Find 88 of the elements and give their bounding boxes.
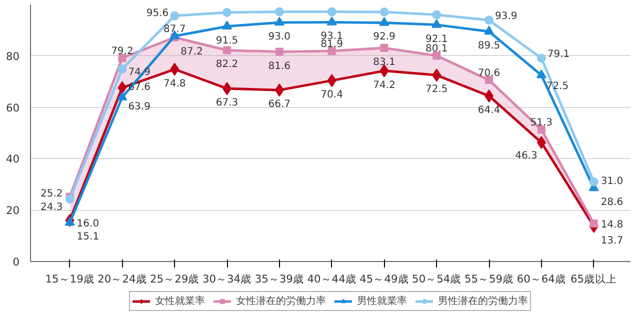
point [65,194,74,204]
data-label: 83.1 [373,56,396,68]
y-tick-label: 80 [6,50,20,63]
point [589,177,598,186]
point [223,46,232,54]
point [379,17,390,26]
data-label: 91.5 [216,35,238,46]
x-tick-label: 65歳以上 [570,272,618,286]
x-tick-label: 20～24歳 [98,272,147,286]
point [222,20,232,30]
data-label: 46.3 [515,150,538,162]
y-tick-label: 0 [12,256,20,268]
legend-label: 男性就業率 [357,294,407,308]
point [170,11,180,20]
x-tick-label: 55～59歳 [464,272,514,286]
point [484,16,494,25]
point [432,19,442,28]
data-label: 72.5 [425,84,448,96]
x-tick-label: 15～19歳 [45,272,94,286]
point [536,54,546,63]
data-label: 31.0 [600,176,624,187]
data-label: 14.8 [600,219,624,230]
data-label: 95.6 [146,8,169,19]
data-label: 93.0 [268,31,291,42]
x-tick-label: 30～34歳 [202,272,252,286]
x-tick-label: 40～44歳 [307,272,356,286]
point [432,68,442,82]
y-tick-label: 60 [6,101,20,114]
data-label: 16.0 [76,218,100,230]
x-tick-label: 35～39歳 [254,272,304,286]
legend-label: 女性就業率 [155,294,205,308]
point [432,52,441,60]
y-tick-label: 20 [6,204,20,218]
point [118,64,127,74]
x-tick-label: 25～29歳 [150,272,200,286]
data-label: 74.8 [163,78,186,90]
point [327,74,336,88]
x-tick-label: 50～54歳 [412,272,462,286]
data-label: 92.9 [373,32,396,43]
legend-label: 男性潜在的労働力率 [438,294,528,308]
point [484,89,494,102]
data-label: 24.3 [40,202,63,214]
point [484,26,494,35]
point [326,16,337,26]
data-label: 74.2 [373,80,396,91]
point [222,82,232,96]
data-label: 15.1 [76,232,100,243]
point [536,136,546,150]
data-label: 25.2 [40,188,63,200]
data-label: 92.1 [425,34,448,45]
data-label: 28.6 [600,197,624,208]
point [117,92,128,100]
y-tick-label: 40 [6,152,20,166]
point [64,216,75,226]
point [328,47,336,56]
point [118,81,127,94]
point [485,76,494,84]
data-label: 13.7 [600,235,624,246]
legend-label: 女性潜在的労働力率 [236,294,326,308]
point [432,10,442,20]
point [222,8,232,17]
data-label: 87.7 [163,24,186,36]
data-label: 81.6 [268,60,291,72]
x-tick-label: 45～49歳 [360,272,409,286]
point [327,7,336,16]
data-label: 70.6 [478,68,500,80]
data-label: 64.4 [478,104,500,116]
data-label: 82.2 [216,59,238,70]
x-tick-label: 60～64歳 [516,272,566,286]
data-label: 93.9 [495,11,518,22]
point [274,16,284,26]
data-label: 87.2 [180,46,203,58]
data-label: 63.9 [128,101,150,112]
point [274,84,284,97]
data-label: 80.1 [425,44,448,55]
data-label: 67.3 [216,98,238,109]
point [536,69,546,78]
point [590,219,598,228]
point [380,7,389,16]
data-label: 66.7 [268,99,291,110]
data-label: 79.2 [111,46,134,57]
data-label: 70.4 [320,90,343,101]
point [275,48,284,56]
point [380,44,388,52]
data-label: 79.1 [547,49,570,60]
point [274,7,284,16]
point [170,62,180,76]
data-label: 89.5 [478,40,500,52]
